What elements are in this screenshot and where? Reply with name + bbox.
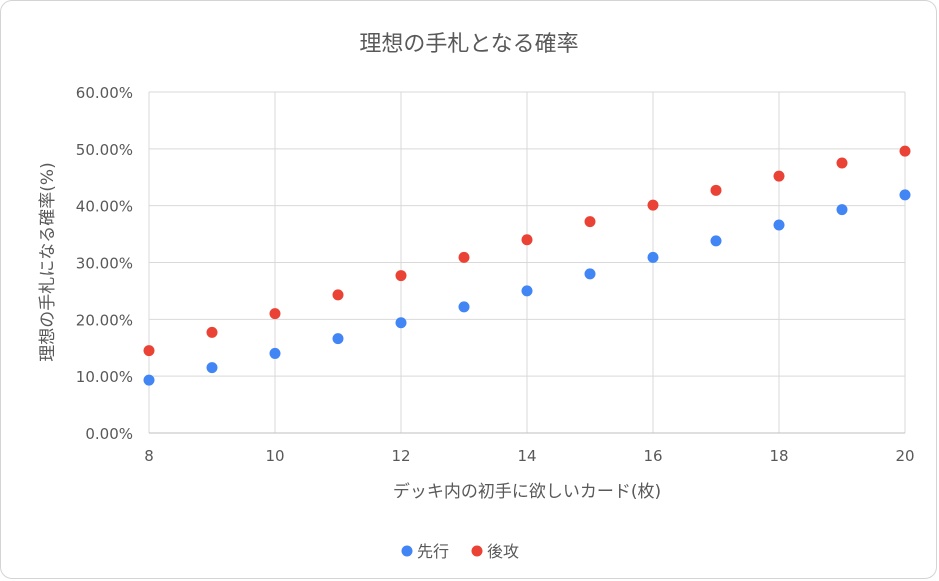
data-point-series-2 [458, 251, 470, 263]
x-tick-label: 18 [769, 447, 788, 465]
y-tick-label: 0.00% [85, 425, 133, 443]
data-point-series-2 [710, 184, 722, 196]
data-point-series-1 [584, 268, 596, 280]
data-point-series-1 [143, 374, 155, 386]
data-point-series-2 [521, 234, 533, 246]
data-point-series-2 [773, 170, 785, 182]
data-point-series-1 [269, 347, 281, 359]
x-tick-label: 8 [144, 447, 154, 465]
data-point-series-1 [206, 362, 218, 374]
x-tick-label: 14 [517, 447, 536, 465]
data-point-series-1 [836, 204, 848, 216]
data-point-series-2 [143, 345, 155, 357]
y-tick-label: 60.00% [76, 84, 133, 102]
legend-marker [401, 545, 413, 557]
data-points [143, 145, 911, 386]
data-point-series-1 [458, 301, 470, 313]
y-tick-label: 40.00% [76, 198, 133, 216]
legend-label: 先行 [417, 542, 449, 561]
y-tick-label: 30.00% [76, 255, 133, 273]
data-point-series-1 [773, 219, 785, 231]
data-point-series-2 [836, 157, 848, 169]
data-point-series-2 [395, 270, 407, 282]
data-point-series-2 [584, 216, 596, 228]
data-point-series-2 [332, 289, 344, 301]
y-tick-label: 50.00% [76, 141, 133, 159]
x-tick-label: 20 [895, 447, 914, 465]
legend: 先行 後攻 [401, 542, 519, 561]
y-axis-label: 理想の手札になる確率(%) [38, 162, 58, 361]
chart-title: 理想の手札となる確率 [359, 32, 578, 57]
data-point-series-1 [710, 235, 722, 247]
data-point-series-1 [521, 285, 533, 297]
x-tick-label: 12 [391, 447, 410, 465]
x-tick-label: 16 [643, 447, 662, 465]
x-tick-label: 10 [265, 447, 284, 465]
legend-label: 後攻 [487, 542, 519, 561]
gridlines [148, 91, 906, 434]
data-point-series-2 [269, 308, 281, 320]
x-axis-ticks: 8 10 12 14 16 18 20 [144, 447, 914, 465]
data-point-series-2 [899, 145, 911, 157]
x-axis-label: デッキ内の初手に欲しいカード(枚) [393, 481, 661, 502]
y-axis-ticks: 0.00% 10.00% 20.00% 30.00% 40.00% 50.00% 60.00… [76, 84, 133, 443]
data-point-series-2 [647, 199, 659, 211]
data-point-series-1 [647, 251, 659, 263]
data-point-series-1 [395, 317, 407, 329]
data-point-series-2 [206, 326, 218, 338]
legend-marker [471, 545, 483, 557]
data-point-series-1 [899, 189, 911, 201]
data-point-series-1 [332, 333, 344, 345]
y-tick-label: 20.00% [76, 311, 133, 329]
y-tick-label: 10.00% [76, 368, 133, 386]
